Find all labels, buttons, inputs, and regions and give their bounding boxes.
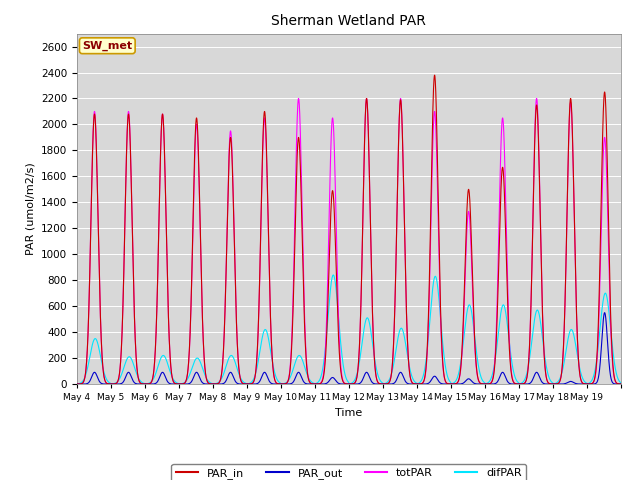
Title: Sherman Wetland PAR: Sherman Wetland PAR [271,14,426,28]
X-axis label: Time: Time [335,408,362,418]
Legend: PAR_in, PAR_out, totPAR, difPAR: PAR_in, PAR_out, totPAR, difPAR [172,464,526,480]
Text: SW_met: SW_met [82,41,132,51]
Y-axis label: PAR (umol/m2/s): PAR (umol/m2/s) [25,162,35,255]
